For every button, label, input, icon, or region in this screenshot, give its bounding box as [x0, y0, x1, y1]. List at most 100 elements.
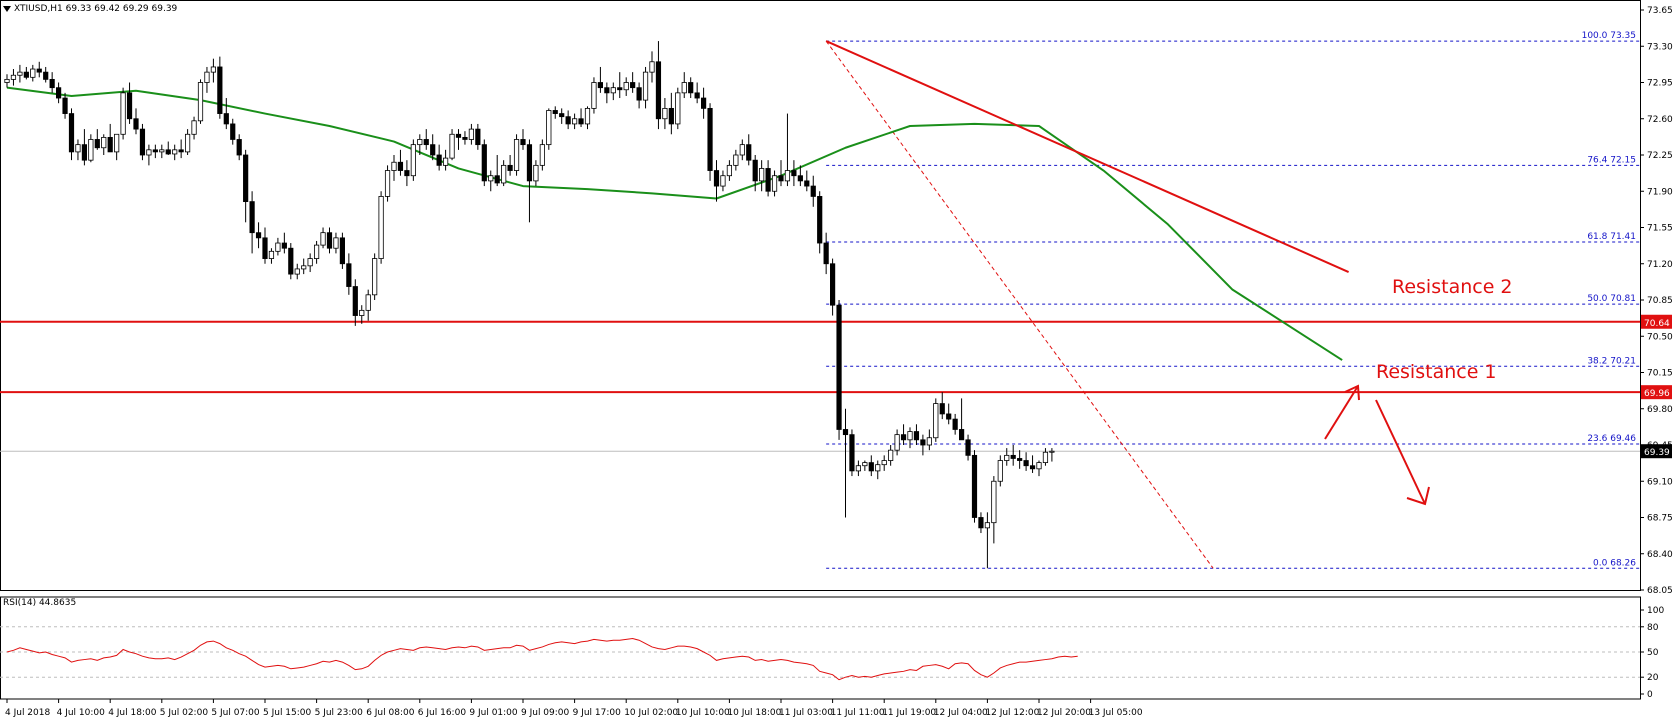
candle-body: [649, 61, 655, 73]
time-axis-label: 11 Jul 03:00: [779, 708, 833, 718]
resistance-price-label: 69.96: [1644, 389, 1670, 399]
candle-body: [107, 136, 113, 153]
price-axis-label: 72.60: [1647, 115, 1673, 125]
candle-body: [894, 434, 900, 451]
time-axis-label: 9 Jul 17:00: [573, 708, 622, 718]
resistance-levels: 70.64 69.96 69.39: [0, 314, 1672, 459]
time-axis-label: 12 Jul 12:00: [985, 708, 1039, 718]
candle-body: [849, 434, 855, 472]
candle-body: [423, 139, 429, 146]
candle-body: [449, 133, 455, 159]
candle-body: [1049, 450, 1055, 453]
time-axis-label: 5 Jul 23:00: [315, 708, 364, 718]
candle-body: [713, 170, 720, 187]
candle-body: [217, 66, 223, 114]
candle-body: [462, 136, 468, 140]
candle-body: [378, 196, 384, 259]
time-axis-label: 11 Jul 19:00: [882, 708, 936, 718]
fibonacci-label: 0.0 68.26: [1593, 558, 1636, 568]
candle-body: [397, 161, 404, 171]
candle-body: [4, 78, 10, 83]
resistance-1-annotation: Resistance 1: [1376, 361, 1497, 383]
candle-body: [197, 82, 204, 122]
fibonacci-anchor-line: [825, 40, 1214, 569]
candle-body: [978, 517, 984, 529]
candle-body: [488, 175, 494, 182]
moving-average: [6, 86, 1343, 361]
candle-body: [720, 175, 726, 187]
candle-body: [688, 82, 694, 94]
candle-body: [881, 460, 887, 466]
candle-body: [559, 113, 565, 118]
bearish-trendline: [825, 40, 1350, 273]
candle-body: [778, 175, 784, 182]
candle-body: [668, 107, 674, 125]
rsi-panel: 100 80 50 20 0: [0, 606, 1664, 700]
rsi-axis-label: 50: [1647, 648, 1659, 658]
candle-body: [223, 113, 229, 125]
resistance-price-tag: [1641, 385, 1672, 400]
candle-body: [410, 144, 416, 177]
axes: 73.65 73.30 72.95 72.60 72.25 71.90 71.55 71.20…: [5, 6, 1673, 718]
candle-body: [1010, 454, 1016, 459]
up-arrow-head: [1344, 384, 1360, 401]
candle-body: [294, 268, 300, 275]
candle-body: [617, 87, 623, 91]
candle-body: [520, 139, 526, 146]
candle-body: [655, 61, 662, 120]
price-axis-label: 70.85: [1647, 296, 1673, 306]
candle-body: [726, 164, 733, 177]
candle-body: [630, 82, 636, 89]
candle-body: [991, 480, 997, 524]
candle-body: [701, 97, 707, 109]
candle-body: [17, 71, 23, 76]
candle-body: [56, 87, 62, 99]
candle-body: [662, 107, 668, 120]
candle-body: [249, 201, 255, 234]
candle-body: [1036, 462, 1042, 470]
resistance-price-tag: [1641, 314, 1672, 329]
candle-body: [513, 139, 520, 171]
candle-body: [926, 437, 932, 446]
candle-body: [49, 78, 55, 89]
time-axis-label: 13 Jul 05:00: [1089, 708, 1143, 718]
candle-body: [907, 431, 913, 441]
dropdown-triangle-icon[interactable]: [3, 5, 11, 12]
fibonacci-label: 100.0 73.35: [1582, 31, 1636, 41]
candle-body: [810, 185, 816, 197]
candle-body: [301, 265, 307, 270]
price-axis-label: 70.50: [1647, 332, 1673, 342]
time-axis-label: 5 Jul 02:00: [160, 708, 209, 718]
candle-body: [875, 464, 881, 472]
candle-body: [391, 161, 397, 171]
time-axis-label: 4 Jul 18:00: [108, 708, 157, 718]
candle-body: [346, 263, 352, 287]
candle-body: [526, 144, 533, 182]
candlesticks: [4, 41, 1055, 569]
candle-body: [868, 462, 874, 472]
candle-body: [862, 462, 868, 467]
chart-header: XTIUSD,H1 69.33 69.42 69.29 69.39: [3, 4, 177, 14]
candle-body: [159, 149, 165, 153]
price-panel-frame: [0, 0, 1641, 591]
current-price-tag: [1641, 444, 1672, 459]
candle-body: [765, 168, 771, 192]
candle-body: [584, 107, 591, 125]
candle-body: [971, 454, 978, 518]
candle-body: [236, 139, 242, 156]
candle-body: [539, 144, 545, 166]
time-axis-label: 4 Jul 2018: [5, 708, 50, 718]
candle-body: [604, 87, 610, 94]
candle-body: [733, 154, 739, 166]
trendline-layer: [825, 40, 1350, 273]
candle-body: [333, 237, 339, 249]
candle-body: [752, 159, 758, 182]
candle-body: [900, 434, 907, 441]
candle-body: [1023, 460, 1029, 467]
candle-body: [746, 144, 752, 161]
candle-body: [313, 244, 320, 259]
candle-body: [791, 170, 797, 177]
time-axis-label: 6 Jul 16:00: [418, 708, 467, 718]
